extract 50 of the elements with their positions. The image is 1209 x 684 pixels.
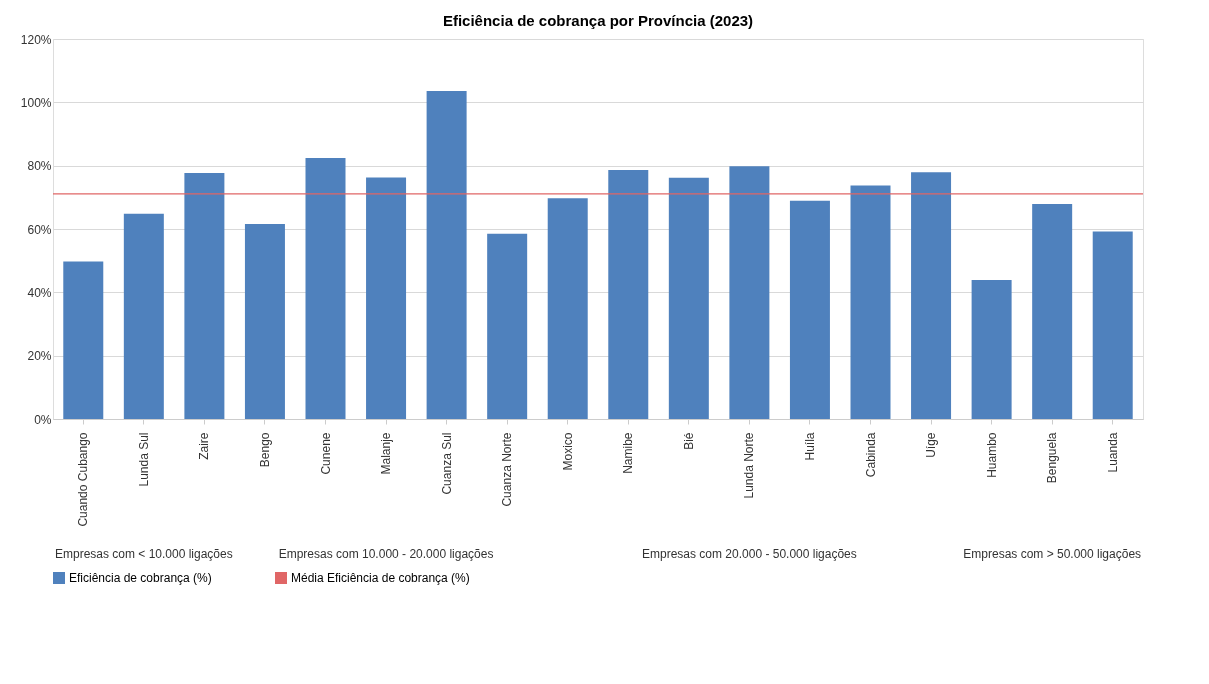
bar bbox=[426, 90, 467, 419]
x-tick-label: Moxico bbox=[560, 432, 575, 471]
x-tick-label: Zaire bbox=[197, 432, 212, 460]
x-tick-label: Uíge bbox=[924, 432, 939, 458]
bar bbox=[366, 177, 407, 419]
x-tick-label: Huíla bbox=[802, 432, 817, 461]
x-tick-label: Malanje bbox=[379, 432, 394, 475]
legend-label: Eficiência de cobrança (%) bbox=[69, 571, 212, 585]
text: Empresas com 20.000 - 50.000 ligações bbox=[641, 547, 857, 561]
bar bbox=[123, 213, 164, 419]
x-tick-label: Luanda bbox=[1105, 432, 1120, 473]
y-tick-label: 60% bbox=[27, 222, 52, 237]
x-tick-label: Cabinda bbox=[863, 432, 878, 478]
y-tick-label: 100% bbox=[20, 95, 52, 110]
x-tick-label: Benguela bbox=[1045, 432, 1060, 484]
text: Empresas com > 50.000 ligações bbox=[963, 547, 1142, 561]
x-tick-label: Lunda Sul bbox=[136, 432, 151, 487]
y-tick-label: 40% bbox=[27, 285, 52, 300]
bar bbox=[547, 198, 588, 419]
x-tick-label: Namibe bbox=[621, 432, 636, 474]
bar bbox=[1092, 231, 1133, 419]
bar bbox=[971, 279, 1012, 419]
bar bbox=[729, 166, 770, 419]
bar bbox=[184, 172, 225, 419]
text: Empresas com < 10.000 ligações bbox=[54, 547, 233, 561]
y-tick-label: 0% bbox=[34, 412, 52, 427]
legend-label: Média Eficiência de cobrança (%) bbox=[291, 571, 470, 585]
chart-title: Eficiência de cobrança por Província (2023) bbox=[442, 12, 754, 29]
x-tick-label: Cuanza Norte bbox=[500, 432, 515, 507]
bar bbox=[608, 170, 649, 419]
y-tick-label: 120% bbox=[20, 32, 52, 47]
bar bbox=[850, 185, 891, 419]
bar bbox=[668, 177, 709, 419]
bar bbox=[487, 233, 528, 419]
bar bbox=[63, 261, 104, 419]
x-tick-label: Lunda Norte bbox=[742, 432, 757, 499]
x-tick-label: Bengo bbox=[257, 432, 272, 468]
y-tick-label: 80% bbox=[27, 159, 52, 174]
x-tick-label: Cuanza Sul bbox=[439, 432, 454, 495]
y-tick-label: 20% bbox=[27, 349, 52, 364]
text: Empresas com 10.000 - 20.000 ligações bbox=[278, 547, 494, 561]
bar bbox=[305, 158, 346, 419]
x-tick-label: Bié bbox=[681, 432, 696, 450]
x-tick-label: Huambo bbox=[984, 432, 999, 478]
bar bbox=[911, 172, 952, 419]
x-tick-label: Cunene bbox=[318, 432, 333, 475]
x-tick-label: Cuando Cubango bbox=[76, 432, 91, 527]
bar bbox=[789, 200, 830, 419]
bar bbox=[244, 223, 285, 419]
bar bbox=[1032, 203, 1073, 419]
